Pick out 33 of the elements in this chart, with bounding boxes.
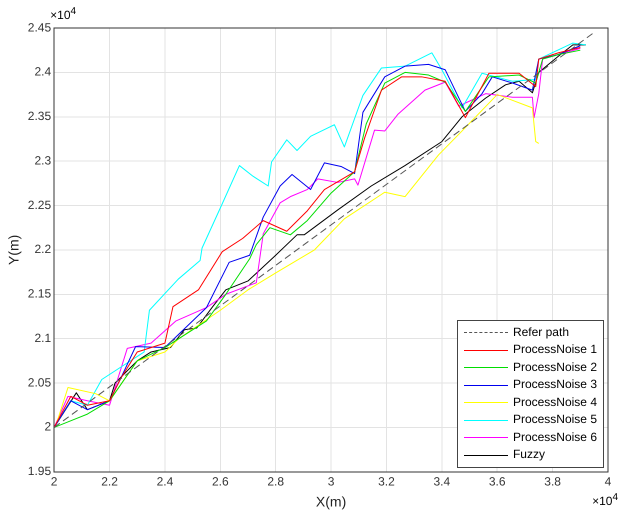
- text: ×10$^{4}$: [50, 6, 76, 22]
- x-tick-label: 2.2: [101, 474, 118, 488]
- legend-label: ProcessNoise 4: [512, 394, 597, 411]
- x-tick-label: 2.4: [156, 474, 174, 488]
- x-tick-label: 3.2: [378, 474, 396, 488]
- y-axis-title: Y(m): [5, 234, 22, 266]
- y-tick-label: 1.95: [28, 464, 52, 478]
- legend-label: ProcessNoise 3: [512, 376, 597, 394]
- x-axis-title: X(m): [316, 493, 346, 510]
- y-tick-label: 2.1: [34, 330, 52, 345]
- y-tick-label: 2.4: [34, 64, 52, 79]
- y-tick-label: 2.05: [28, 375, 52, 390]
- x-tick-label: 3.4: [434, 474, 451, 488]
- x-tick-label: 3.8: [544, 474, 562, 488]
- x-tick-label: 3: [328, 474, 335, 488]
- legend-label: ProcessNoise 2: [512, 358, 597, 376]
- text: ×10$^{4}$: [592, 492, 618, 508]
- x-tick-label: 4: [604, 474, 612, 488]
- x-tick-label: 2.8: [267, 474, 284, 488]
- y-tick-label: 2.45: [28, 20, 52, 34]
- y-tick-label: 2.15: [28, 286, 52, 301]
- y-tick-label: 2.25: [28, 198, 52, 212]
- legend-label: ProcessNoise 5: [512, 411, 597, 428]
- legend-label: Refer path: [512, 324, 569, 341]
- legend-label: ProcessNoise 1: [512, 341, 597, 358]
- x-tick-label: 3.6: [488, 474, 506, 488]
- legend-label: ProcessNoise 6: [512, 428, 597, 446]
- y-tick-label: 2: [44, 420, 52, 434]
- y-tick-label: 2.2: [34, 242, 52, 256]
- y-tick-label: 2.3: [34, 153, 52, 168]
- x-tick-label: 2.6: [212, 474, 229, 488]
- legend-label: Fuzzy: [512, 446, 545, 464]
- y-tick-label: 2.35: [28, 109, 52, 124]
